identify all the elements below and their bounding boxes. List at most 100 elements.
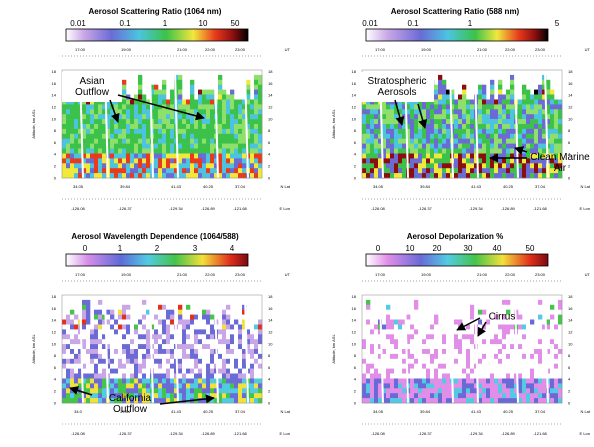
curtain-cell xyxy=(230,149,234,154)
curtain-cell xyxy=(418,329,422,334)
curtain-cell xyxy=(170,325,174,330)
curtain-cell xyxy=(126,109,130,114)
curtain-cell xyxy=(126,163,130,168)
curtain-cell xyxy=(426,168,430,173)
curtain-cell xyxy=(422,173,426,178)
curtain-cell xyxy=(206,344,210,349)
curtain-cell xyxy=(550,325,554,330)
curtain-cell xyxy=(138,80,142,85)
curtain-cell xyxy=(158,349,162,354)
curtain-cell xyxy=(194,393,198,398)
curtain-cell xyxy=(462,168,466,173)
curtain-cell xyxy=(550,104,554,109)
curtain-cell xyxy=(258,334,262,339)
curtain-cell xyxy=(418,393,422,398)
curtain-cell xyxy=(446,129,450,134)
curtain-cell xyxy=(70,359,74,364)
curtain-cell xyxy=(114,359,118,364)
curtain-cell xyxy=(186,393,190,398)
curtain-cell xyxy=(162,310,166,315)
curtain-cell xyxy=(98,329,102,334)
lat-label: 34.0 xyxy=(74,409,83,414)
curtain-cell xyxy=(138,104,142,109)
curtain-cell xyxy=(98,369,102,374)
curtain-cell xyxy=(486,158,490,163)
curtain-cell xyxy=(398,388,402,393)
y-tick-label: 2 xyxy=(568,163,571,168)
curtain-cell xyxy=(370,329,374,334)
curtain-cell xyxy=(506,383,510,388)
curtain-cell xyxy=(434,379,438,384)
curtain-cell xyxy=(70,379,74,384)
curtain-cell xyxy=(258,339,262,344)
curtain-cell xyxy=(386,349,390,354)
curtain-cell xyxy=(554,364,558,369)
curtain-cell xyxy=(218,139,222,144)
curtain-cell xyxy=(530,379,534,384)
curtain-cell xyxy=(142,339,146,344)
curtain-cell xyxy=(182,383,186,388)
curtain-cell xyxy=(390,364,394,369)
time-label: 22:00 xyxy=(505,272,516,277)
curtain-cell xyxy=(194,379,198,384)
curtain-cell xyxy=(162,173,166,178)
curtain-cell xyxy=(458,124,462,129)
curtain-cell xyxy=(394,329,398,334)
curtain-cell xyxy=(194,325,198,330)
curtain-cell xyxy=(242,374,246,379)
curtain-cell xyxy=(178,100,182,105)
curtain-cell xyxy=(126,139,130,144)
curtain-cell xyxy=(422,168,426,173)
curtain-cell xyxy=(446,149,450,154)
curtain-cell xyxy=(386,114,390,119)
curtain-cell xyxy=(66,163,70,168)
curtain-cell xyxy=(254,374,258,379)
curtain-cell xyxy=(506,339,510,344)
time-label: 19:00 xyxy=(121,272,132,277)
curtain-cell xyxy=(482,334,486,339)
curtain-cell xyxy=(486,139,490,144)
curtain-cell xyxy=(254,359,258,364)
curtain-cell xyxy=(438,354,442,359)
lat-label: 34.05 xyxy=(73,184,84,189)
curtain-cell xyxy=(126,154,130,159)
curtain-cell xyxy=(438,109,442,114)
curtain-cell xyxy=(226,393,230,398)
curtain-cell xyxy=(238,379,242,384)
curtain-cell xyxy=(126,124,130,129)
curtain-cell xyxy=(362,369,366,374)
curtain-cell xyxy=(118,149,122,154)
curtain-cell xyxy=(546,315,550,320)
curtain-cell xyxy=(186,359,190,364)
curtain-cell xyxy=(226,305,230,310)
curtain-cell xyxy=(534,100,538,105)
curtain-cell xyxy=(110,158,114,163)
curtain-cell xyxy=(482,114,486,119)
curtain-cell xyxy=(250,168,254,173)
curtain-cell xyxy=(422,344,426,349)
curtain-cell xyxy=(154,393,158,398)
curtain-cell xyxy=(482,369,486,374)
curtain-cell xyxy=(226,124,230,129)
curtain-cell xyxy=(394,354,398,359)
curtain-cell xyxy=(494,119,498,124)
curtain-cell xyxy=(446,388,450,393)
curtain-cell xyxy=(410,374,414,379)
y-axis-label: Altitude, km ASL xyxy=(31,109,36,139)
curtain-cell xyxy=(374,154,378,159)
curtain-cell xyxy=(230,369,234,374)
curtain-cell xyxy=(410,349,414,354)
curtain-cell xyxy=(158,388,162,393)
curtain-cell xyxy=(170,149,174,154)
annotation: Cirrus xyxy=(489,312,516,323)
curtain-cell xyxy=(234,374,238,379)
curtain-cell xyxy=(414,325,418,330)
curtain-cell xyxy=(374,369,378,374)
lat-label: 37.04 xyxy=(235,409,246,414)
curtain-cell xyxy=(258,349,262,354)
curtain-cell xyxy=(382,344,386,349)
curtain-cell xyxy=(370,104,374,109)
curtain-cell xyxy=(82,114,86,119)
curtain-cell xyxy=(166,359,170,364)
curtain-cell xyxy=(422,329,426,334)
